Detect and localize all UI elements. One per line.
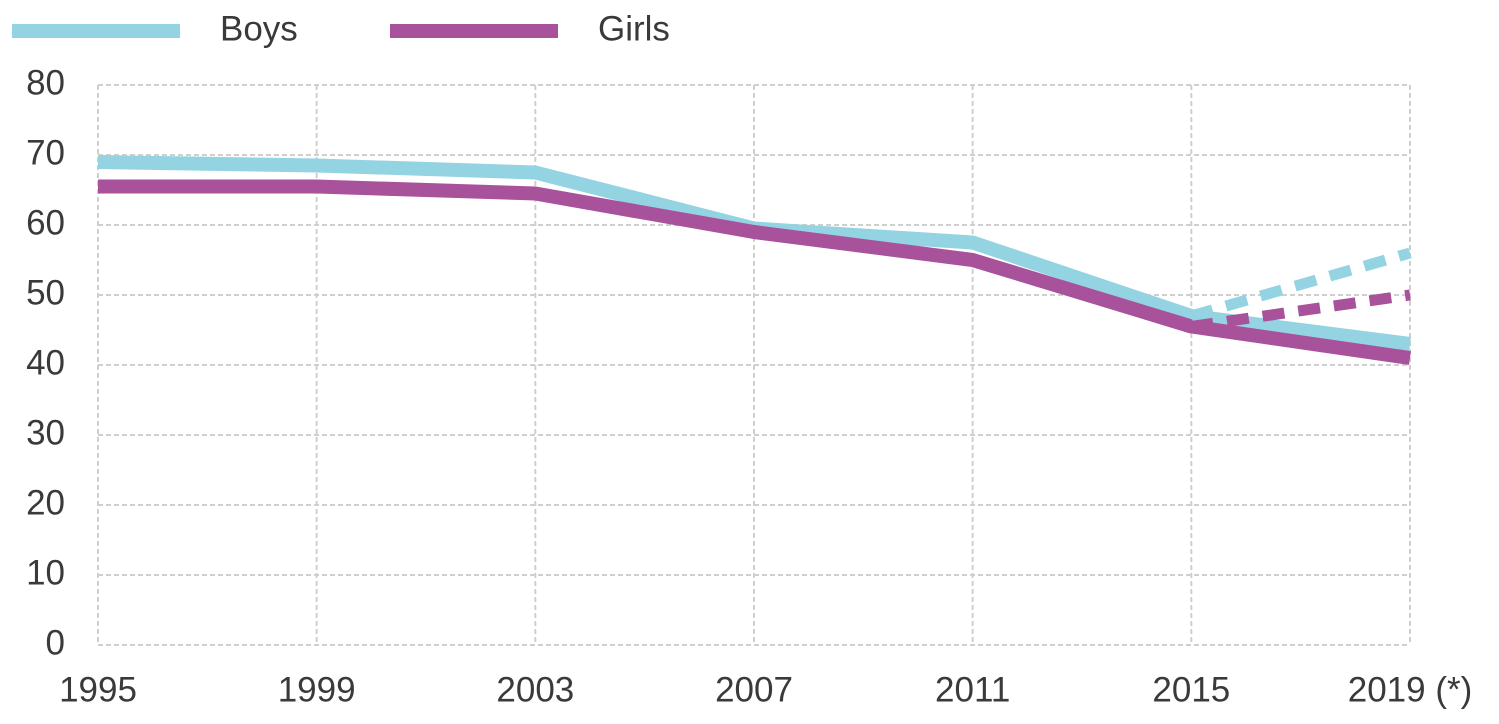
legend-label: Boys <box>220 9 298 48</box>
y-tick-label: 10 <box>26 553 65 592</box>
series-line <box>98 179 1411 365</box>
x-tick-label: 2015 <box>1152 670 1230 709</box>
series-line-dashed <box>1189 247 1412 322</box>
x-tick-label: 2011 <box>935 670 1010 709</box>
y-tick-label: 20 <box>26 483 65 522</box>
legend-label: Girls <box>598 9 670 48</box>
y-tick-label: 50 <box>26 273 65 312</box>
x-tick-label: 2007 <box>715 670 793 709</box>
x-tick-label: 2019 (*) <box>1348 670 1473 709</box>
y-tick-label: 60 <box>26 203 65 242</box>
x-tick-label: 2003 <box>496 670 574 709</box>
x-tick-label: 1995 <box>59 670 137 709</box>
y-tick-label: 70 <box>26 133 65 172</box>
y-tick-label: 80 <box>26 63 65 102</box>
y-tick-label: 0 <box>46 623 65 662</box>
y-tick-label: 30 <box>26 413 65 452</box>
y-tick-label: 40 <box>26 343 65 382</box>
x-tick-label: 1999 <box>278 670 356 709</box>
series-line-dashed <box>1190 289 1411 332</box>
